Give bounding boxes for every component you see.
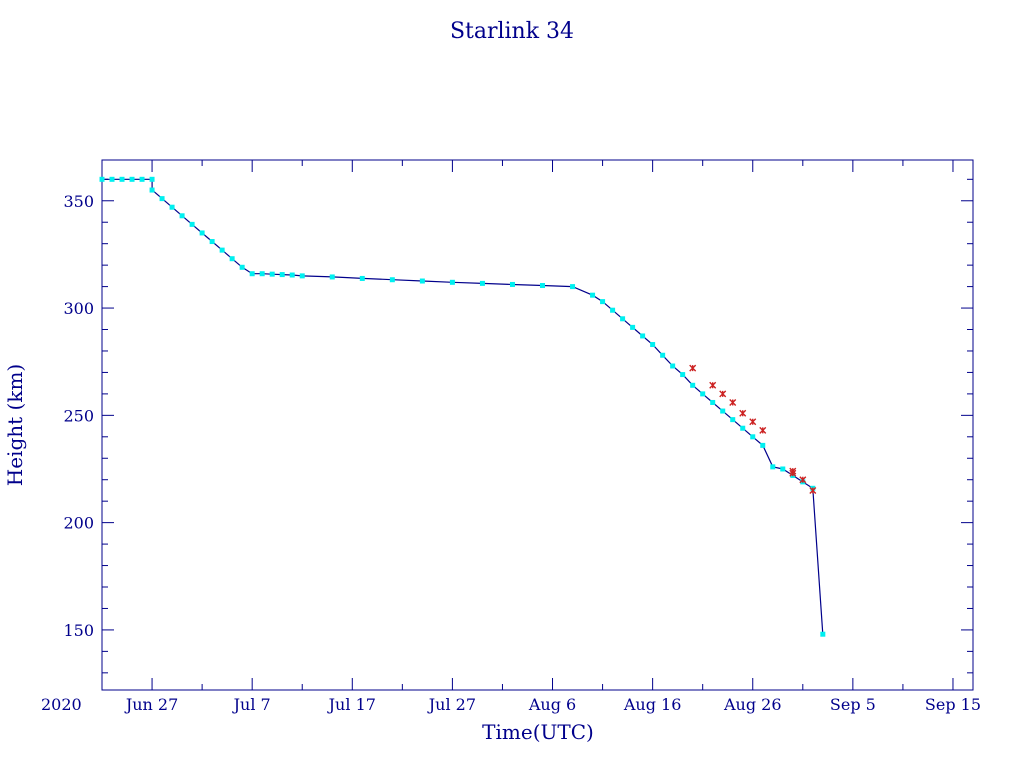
- data-point: [780, 466, 786, 472]
- x-tick-label: Sep 5: [830, 695, 876, 714]
- data-point: [760, 442, 766, 448]
- data-point: [419, 278, 425, 284]
- y-tick-label: 150: [63, 621, 94, 640]
- x-tick-label: Jun 27: [124, 695, 178, 714]
- x-axis-label: Time(UTC): [482, 720, 594, 744]
- data-point: [590, 292, 596, 298]
- data-point: [449, 279, 455, 285]
- flagged-point: [739, 409, 747, 417]
- data-point: [509, 281, 515, 287]
- y-tick-label: 200: [63, 514, 94, 533]
- x-tick-label: Aug 16: [623, 695, 682, 714]
- flagged-point: [759, 426, 767, 434]
- data-point: [730, 417, 736, 423]
- data-point: [299, 273, 305, 279]
- data-point: [259, 271, 265, 277]
- x-tick-label: Jul 17: [327, 695, 376, 714]
- data-point: [329, 274, 335, 280]
- data-point: [129, 176, 135, 182]
- y-tick-label: 250: [63, 406, 94, 425]
- data-point: [169, 204, 175, 210]
- data-point: [359, 275, 365, 281]
- chart-title: Starlink 34: [450, 19, 574, 44]
- data-point: [690, 382, 696, 388]
- data-point: [189, 221, 195, 227]
- y-tick-labels: 150 200 250 300 350: [63, 192, 94, 640]
- data-point: [740, 425, 746, 431]
- x-axis-year-label: 2020: [41, 695, 82, 714]
- height-trend-line: [102, 178, 824, 635]
- data-point: [650, 342, 656, 348]
- data-point: [660, 352, 666, 358]
- trend-line: [102, 178, 824, 635]
- data-point: [610, 307, 616, 313]
- data-point: [119, 176, 125, 182]
- data-point: [770, 464, 776, 470]
- data-point: [620, 316, 626, 322]
- x-tick-label: Jul 27: [427, 695, 476, 714]
- data-point: [179, 213, 185, 219]
- data-point: [389, 277, 395, 283]
- data-point: [109, 176, 115, 182]
- data-point: [239, 264, 245, 270]
- data-point: [279, 272, 285, 278]
- axis-ticks: [101, 160, 973, 690]
- data-point: [289, 272, 295, 278]
- data-point: [149, 176, 155, 182]
- x-tick-label: Sep 15: [925, 695, 981, 714]
- data-point: [750, 434, 756, 440]
- data-point: [209, 239, 215, 245]
- data-point: [630, 324, 636, 330]
- data-point: [700, 391, 706, 397]
- data-point: [139, 176, 145, 182]
- data-point: [249, 271, 255, 277]
- flagged-point: [749, 418, 757, 426]
- x-tick-labels: Jun 27 Jul 7 Jul 17 Jul 27 Aug 6 Aug 16 Aug 26…: [124, 695, 981, 714]
- data-point: [219, 247, 225, 253]
- y-axis-label: Height (km): [3, 364, 27, 486]
- flagged-point: [719, 390, 727, 398]
- data-points: [99, 176, 826, 637]
- flagged-point: [689, 364, 697, 372]
- flagged-point: [709, 381, 717, 389]
- data-point: [199, 230, 205, 236]
- data-point: [229, 256, 235, 262]
- data-point: [720, 408, 726, 414]
- y-tick-label: 300: [63, 299, 94, 318]
- data-point: [640, 333, 646, 339]
- data-point: [479, 280, 485, 286]
- data-point: [540, 283, 546, 289]
- plot-frame: [101, 159, 974, 691]
- data-point: [149, 187, 155, 193]
- data-point: [820, 631, 826, 637]
- data-point: [600, 299, 606, 305]
- flagged-point: [799, 476, 807, 484]
- x-tick-label: Jul 7: [232, 695, 271, 714]
- flagged-point: [729, 398, 737, 406]
- data-point: [570, 284, 576, 290]
- data-point: [159, 196, 165, 202]
- data-point: [670, 363, 676, 369]
- data-point: [710, 399, 716, 405]
- x-tick-label: Aug 26: [723, 695, 782, 714]
- data-point: [680, 372, 686, 378]
- flagged-point: [789, 469, 797, 477]
- data-point: [269, 271, 275, 277]
- x-tick-label: Aug 6: [528, 695, 576, 714]
- flagged-point: [809, 486, 817, 494]
- data-point: [99, 176, 105, 182]
- y-tick-label: 350: [63, 192, 94, 211]
